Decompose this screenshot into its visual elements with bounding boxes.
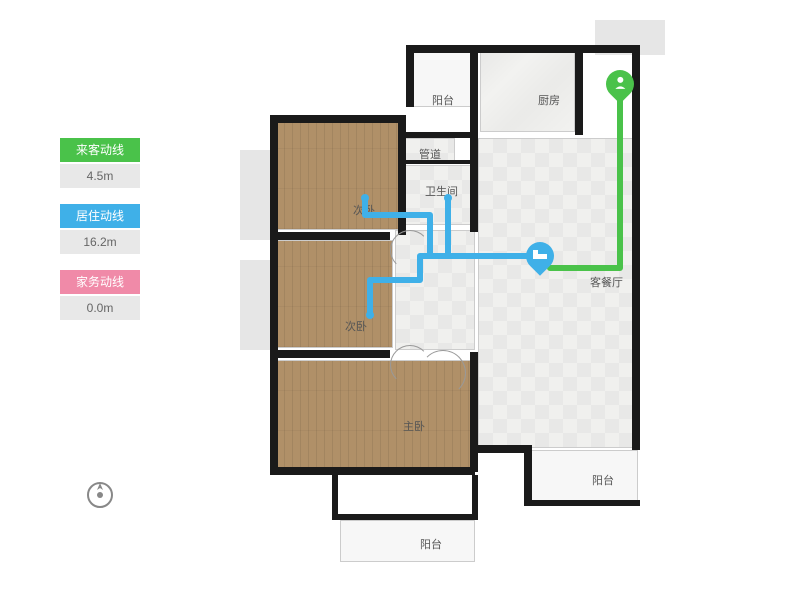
wall-segment: [402, 132, 478, 138]
room-label: 阳台: [420, 536, 442, 552]
room-bedroom2b: [275, 240, 393, 348]
room-balcony-bottom: [340, 520, 475, 562]
wall-segment: [575, 45, 640, 53]
wall-segment: [270, 467, 475, 475]
wall-segment: [470, 352, 478, 472]
legend-value: 16.2m: [60, 230, 140, 254]
wall-segment: [524, 445, 532, 505]
room-kitchen: [480, 52, 575, 132]
legend-label: 居住动线: [60, 204, 140, 228]
wall-segment: [270, 115, 278, 475]
legend-value: 0.0m: [60, 296, 140, 320]
room-living: [478, 138, 638, 448]
room-balcony-right: [530, 450, 638, 505]
door-arc: [420, 350, 466, 396]
floorplan: 厨房阳台客餐厅次卧次卧主卧卫生间管道阳台阳台: [220, 20, 670, 580]
wall-segment: [332, 514, 478, 520]
door-arc: [390, 230, 430, 270]
wall-segment: [524, 500, 640, 506]
wall-segment: [270, 232, 390, 240]
compass-icon: [85, 480, 115, 515]
wall-segment: [470, 132, 478, 232]
room-label: 厨房: [538, 92, 560, 108]
legend: 来客动线 4.5m 居住动线 16.2m 家务动线 0.0m: [60, 138, 140, 336]
wall-segment: [406, 45, 476, 53]
wall-segment: [406, 45, 414, 107]
legend-label: 家务动线: [60, 270, 140, 294]
legend-label: 来客动线: [60, 138, 140, 162]
room-label: 阳台: [432, 92, 454, 108]
legend-item-guest: 来客动线 4.5m: [60, 138, 140, 188]
room-label: 卫生间: [425, 183, 458, 199]
room-label: 次卧: [353, 202, 375, 218]
wall-segment: [476, 45, 581, 53]
wall-segment: [332, 475, 338, 520]
wall-segment: [472, 475, 478, 520]
wall-segment: [575, 45, 583, 135]
wall-segment: [632, 45, 640, 450]
room-label: 次卧: [345, 318, 367, 334]
legend-value: 4.5m: [60, 164, 140, 188]
wall-segment: [270, 115, 405, 123]
room-label: 阳台: [592, 472, 614, 488]
wall-segment: [402, 160, 478, 164]
legend-item-living: 居住动线 16.2m: [60, 204, 140, 254]
legend-item-chore: 家务动线 0.0m: [60, 270, 140, 320]
room-label: 主卧: [403, 418, 425, 434]
wall-segment: [270, 350, 390, 358]
room-bedroom2a: [275, 120, 400, 230]
wall-segment: [470, 445, 530, 453]
room-label: 客餐厅: [590, 274, 623, 290]
wall-segment: [470, 45, 478, 135]
